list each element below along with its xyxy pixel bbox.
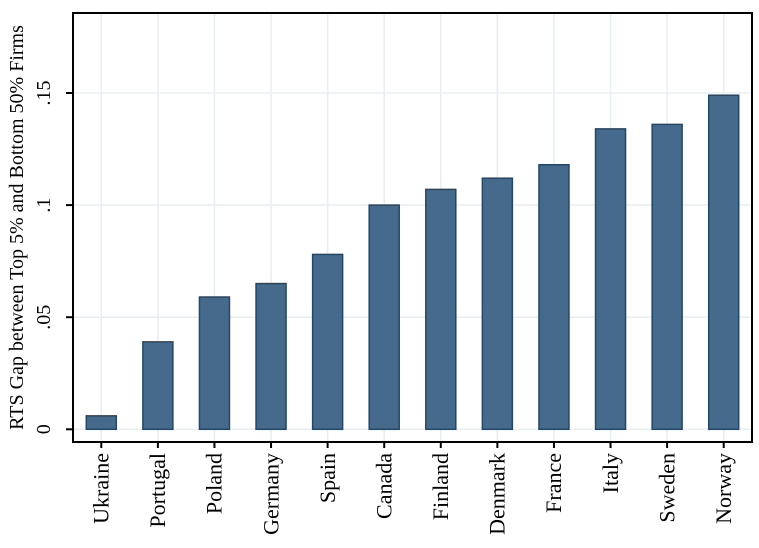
x-tick-label-finland: Finland bbox=[428, 453, 453, 520]
x-tick-label-italy: Italy bbox=[598, 453, 623, 493]
x-tick-label-poland: Poland bbox=[202, 453, 227, 514]
bar-ukraine bbox=[85, 415, 118, 431]
x-tick-label-portugal: Portugal bbox=[145, 453, 170, 528]
x-tick-label-sweden: Sweden bbox=[654, 453, 679, 523]
bar-portugal bbox=[142, 341, 174, 431]
y-tick-label-0: 0 bbox=[33, 424, 55, 434]
bar-norway bbox=[707, 94, 740, 431]
x-tick-label-germany: Germany bbox=[258, 453, 283, 535]
y-tick-label-05: .05 bbox=[33, 305, 55, 330]
x-tick-label-spain: Spain bbox=[315, 453, 340, 503]
x-tick-label-norway: Norway bbox=[711, 453, 736, 524]
x-tick-label-ukraine: Ukraine bbox=[89, 453, 114, 524]
plot-frame bbox=[72, 12, 753, 443]
y-tick-label-15: .15 bbox=[33, 81, 55, 106]
bars-group bbox=[85, 94, 740, 431]
bar-poland bbox=[198, 296, 231, 431]
bar-spain bbox=[311, 253, 344, 431]
horizontal-gridlines bbox=[73, 92, 752, 431]
x-tick-label-france: France bbox=[541, 453, 566, 513]
bar-italy bbox=[594, 128, 627, 431]
bar-sweden bbox=[651, 123, 683, 431]
bar-denmark bbox=[481, 177, 514, 431]
bar-canada bbox=[368, 204, 400, 431]
x-tick-label-denmark: Denmark bbox=[485, 453, 510, 535]
y-axis-ticks: 0 .05 .1 .15 bbox=[33, 81, 73, 434]
x-tick-label-canada: Canada bbox=[371, 453, 396, 519]
x-axis-ticks: Ukraine Portugal Poland Germany Spain Canada F… bbox=[89, 442, 736, 535]
bar-france bbox=[538, 163, 570, 431]
y-axis-title: RTS Gap between Top 5% and Bottom 50% Fi… bbox=[6, 25, 28, 430]
bar-germany bbox=[255, 282, 287, 431]
y-tick-label-1: .1 bbox=[33, 198, 55, 213]
bar-finland bbox=[425, 188, 457, 431]
